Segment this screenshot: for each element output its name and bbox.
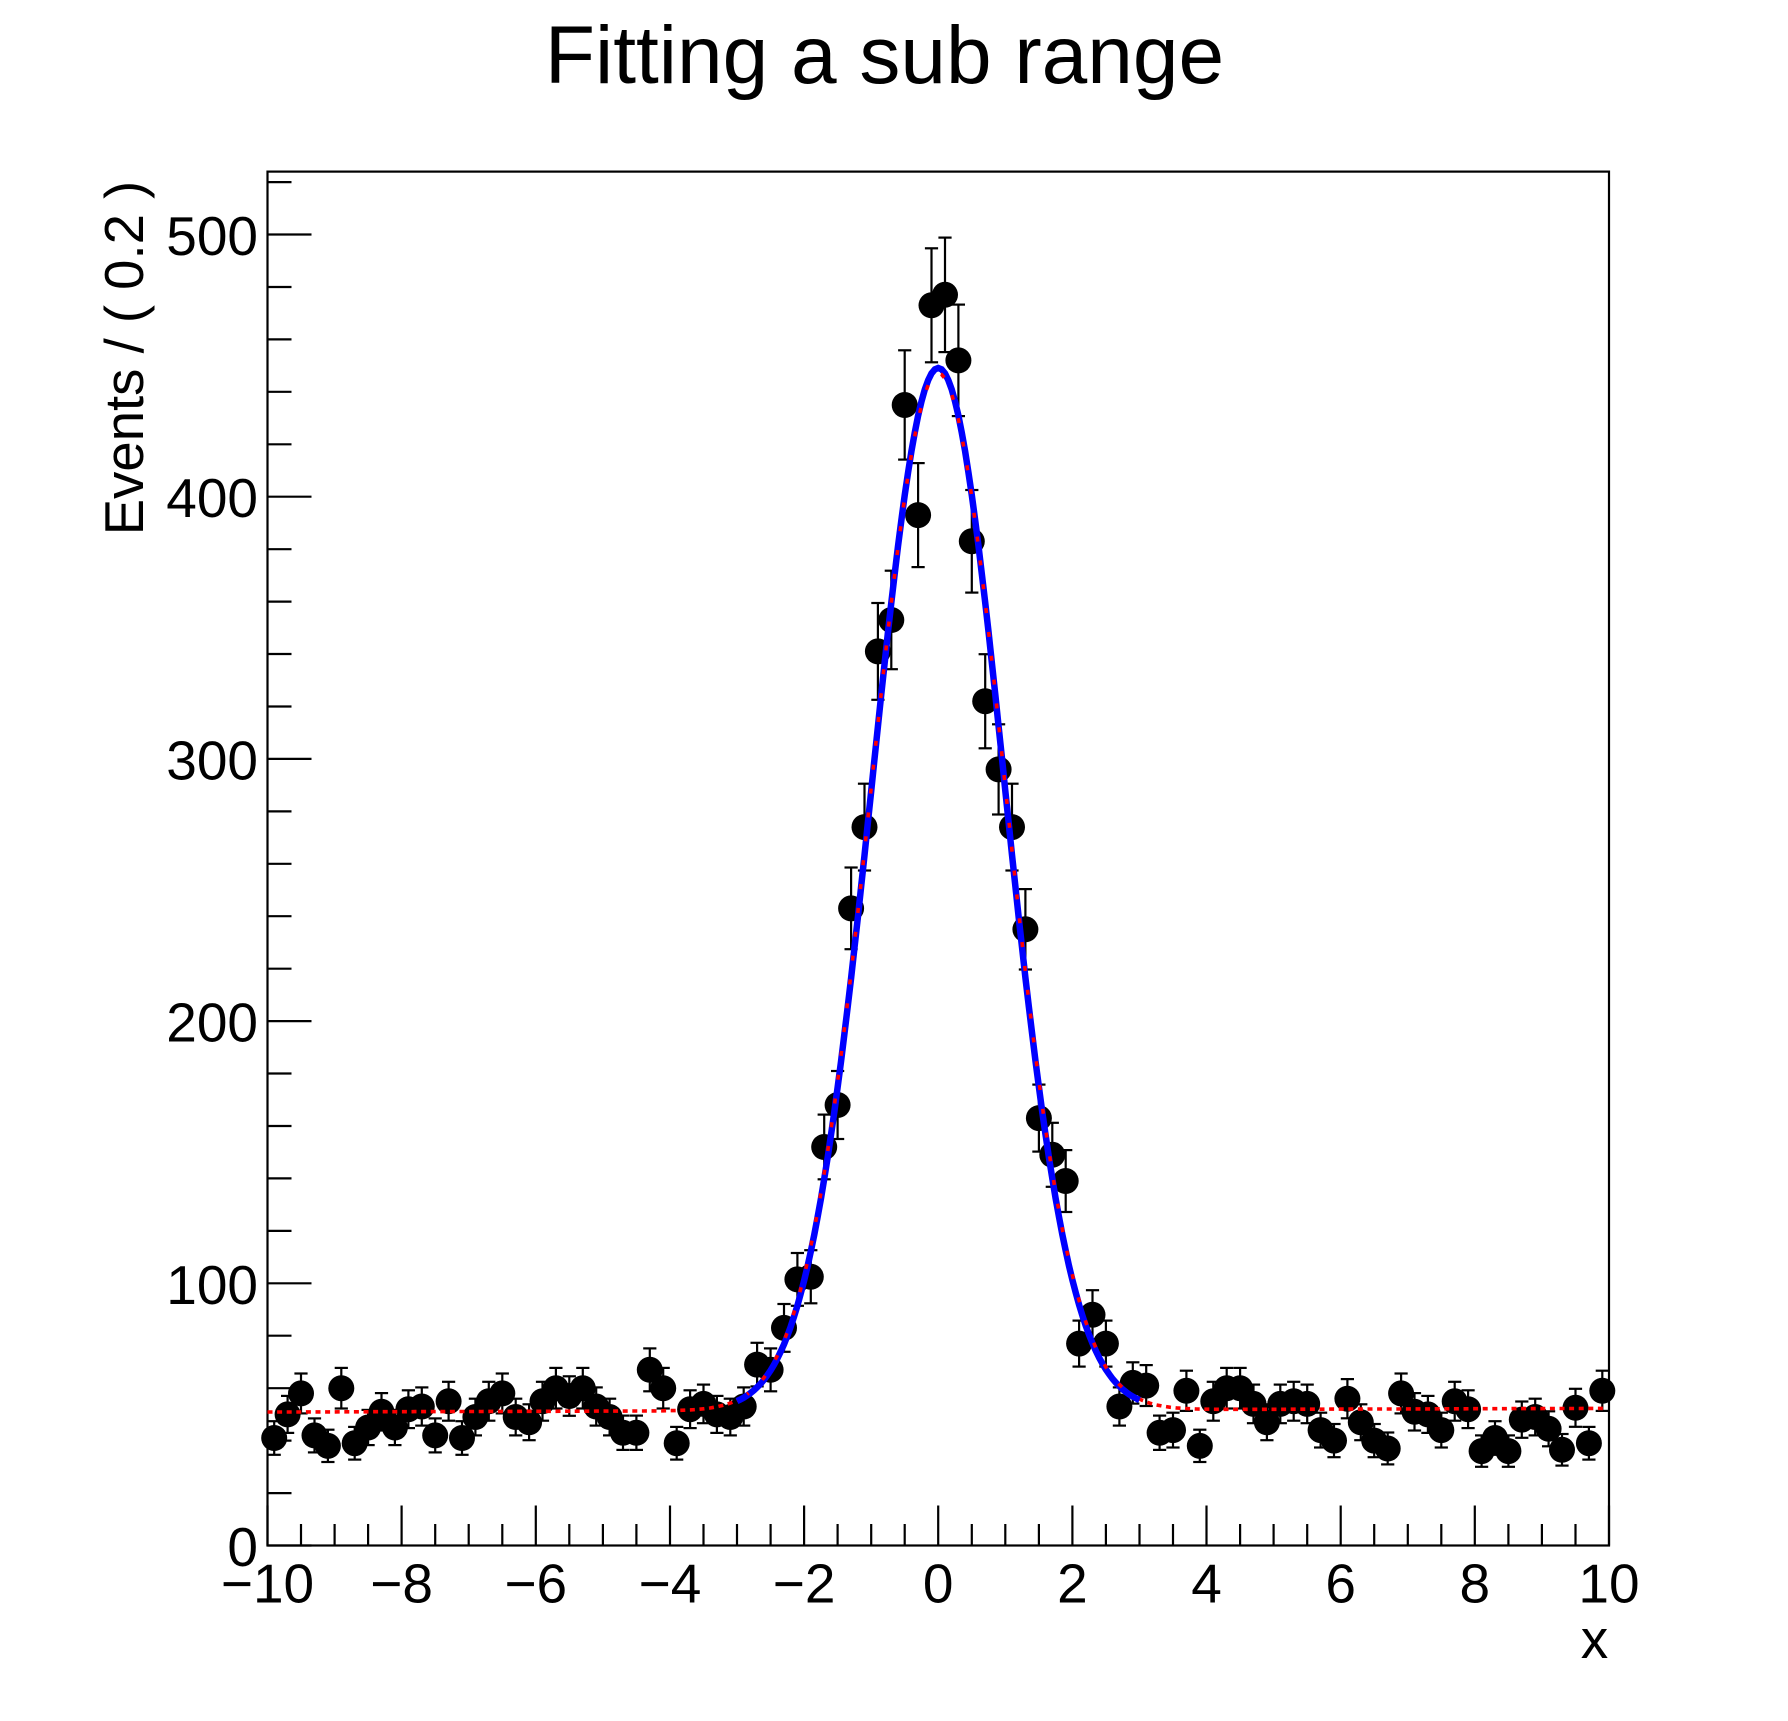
svg-text:300: 300 [166,729,258,791]
svg-text:200: 200 [166,992,258,1054]
svg-text:8: 8 [1460,1553,1491,1615]
svg-text:2: 2 [1057,1553,1088,1615]
svg-text:0: 0 [227,1516,258,1578]
svg-text:−2: −2 [773,1553,836,1615]
svg-text:x: x [1581,1608,1609,1670]
svg-text:100: 100 [166,1254,258,1316]
svg-text:Events / ( 0.2 ): Events / ( 0.2 ) [94,181,155,535]
svg-text:6: 6 [1325,1553,1356,1615]
svg-text:Fitting a sub range: Fitting a sub range [545,10,1224,101]
svg-text:4: 4 [1191,1553,1222,1615]
svg-text:10: 10 [1578,1553,1639,1615]
svg-text:500: 500 [166,205,258,267]
svg-text:−8: −8 [370,1553,433,1615]
svg-text:−6: −6 [504,1553,567,1615]
svg-text:−10: −10 [221,1553,314,1615]
svg-text:0: 0 [923,1553,954,1615]
svg-text:−4: −4 [639,1553,702,1615]
svg-text:400: 400 [166,467,258,529]
